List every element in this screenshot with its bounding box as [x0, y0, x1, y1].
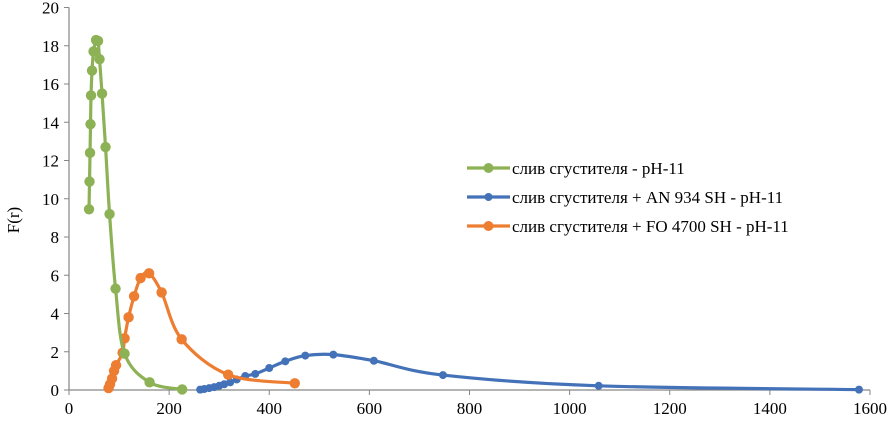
- data-point: [128, 291, 140, 302]
- y-tick-label: 2: [51, 343, 60, 362]
- axes: 0 200 400 600 800 1000 1200 1400 1600 0 2 4 6 8 10 12 14…: [42, 0, 887, 418]
- data-point: [85, 90, 97, 101]
- data-point: [104, 208, 115, 220]
- y-tick-label: 10: [42, 190, 59, 209]
- y-tick-label: 8: [51, 228, 60, 247]
- data-point: [143, 268, 155, 279]
- data-point: [226, 378, 235, 387]
- y-tick-label: 20: [42, 0, 59, 18]
- data-point: [251, 369, 260, 378]
- data-point: [301, 351, 310, 360]
- data-point: [83, 204, 95, 215]
- y-axis-label: F(r): [4, 207, 23, 233]
- y-tick-label: 6: [51, 266, 60, 285]
- x-tick-label: 0: [65, 399, 74, 418]
- y-tick-label: 12: [42, 152, 59, 171]
- legend-item: слив сгустителя + FO 4700 SH - pH-11: [467, 217, 789, 236]
- data-point: [222, 369, 234, 380]
- x-tick-label: 800: [457, 399, 483, 418]
- series-layer: [83, 34, 863, 395]
- data-point: [281, 357, 290, 366]
- y-tick-label: 14: [42, 113, 60, 132]
- data-point: [369, 356, 378, 365]
- data-point: [135, 272, 146, 284]
- legend-marker: [484, 193, 493, 201]
- data-point: [176, 334, 187, 345]
- legend-label: слив сгустителя + AN 934 SH - pH-11: [512, 188, 783, 207]
- y-tick-label: 0: [51, 381, 60, 400]
- data-point: [84, 147, 96, 159]
- series-1: [83, 34, 188, 395]
- legend-label: слив сгустителя - pH-11: [512, 159, 685, 178]
- data-point: [119, 348, 130, 359]
- data-point: [96, 88, 108, 99]
- legend-label: слив сгустителя + FO 4700 SH - pH-11: [512, 217, 789, 236]
- data-point: [84, 176, 95, 187]
- legend-item: слив сгустителя + AN 934 SH - pH-11: [467, 188, 783, 207]
- data-point: [123, 312, 134, 323]
- data-point: [220, 380, 229, 389]
- data-point: [144, 377, 155, 388]
- data-point: [329, 350, 338, 359]
- data-point: [110, 359, 122, 371]
- legend-marker: [483, 163, 494, 173]
- data-point: [176, 384, 188, 395]
- data-point: [265, 364, 274, 373]
- data-point: [88, 46, 99, 57]
- x-tick-label: 200: [156, 399, 182, 418]
- y-tick-label: 4: [51, 305, 60, 324]
- x-tick-label: 600: [357, 399, 383, 418]
- y-tick-label: 18: [42, 37, 59, 56]
- x-tick-label: 1200: [653, 399, 687, 418]
- series-3: [103, 268, 300, 394]
- x-tick-label: 1600: [853, 399, 887, 418]
- data-point: [110, 283, 121, 294]
- data-point: [438, 371, 447, 380]
- data-point: [289, 378, 300, 389]
- data-point: [594, 381, 603, 390]
- y-tick-label: 16: [42, 75, 59, 94]
- data-point: [86, 65, 98, 76]
- data-point: [156, 287, 167, 298]
- legend: слив сгустителя - pH-11 слив сгустителя +…: [467, 159, 789, 236]
- data-point: [854, 385, 863, 394]
- x-tick-label: 1400: [753, 399, 787, 418]
- data-point: [100, 141, 111, 153]
- data-point: [92, 35, 104, 47]
- data-point: [85, 118, 96, 130]
- x-tick-label: 400: [257, 399, 283, 418]
- x-tick-label: 1000: [553, 399, 587, 418]
- legend-item: слив сгустителя - pH-11: [467, 159, 685, 178]
- legend-marker: [483, 221, 494, 231]
- data-point: [94, 53, 105, 65]
